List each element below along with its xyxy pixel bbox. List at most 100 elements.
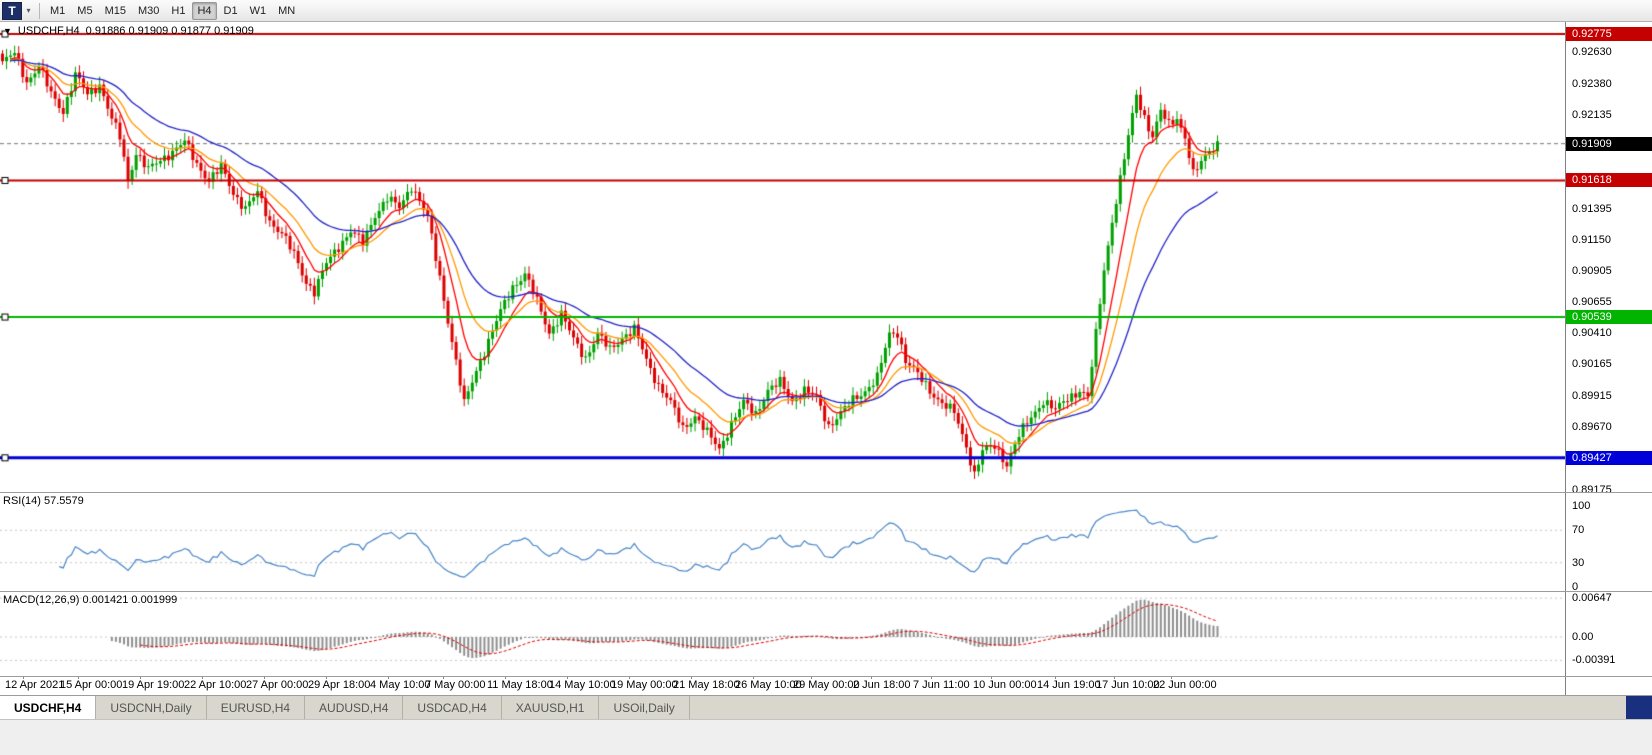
time-axis-label: 22 Apr 10:00: [184, 679, 247, 691]
rsi-scale-tick: 70: [1572, 524, 1585, 537]
level-price-label: 0.89427: [1566, 450, 1652, 465]
time-axis-label: 11 May 18:00: [487, 679, 553, 691]
time-axis-label: 29 Apr 18:00: [308, 679, 371, 691]
time-axis-tick: [505, 676, 506, 679]
price-tick: 0.92135: [1572, 109, 1612, 122]
time-axis-label: 4 May 10:00: [370, 679, 431, 691]
time-axis-tick: [753, 676, 754, 679]
price-tick: 0.89175: [1572, 483, 1612, 496]
chart-tab-xauusd[interactable]: XAUUSD,H1: [501, 696, 600, 719]
time-axis-label: 21 May 18:00: [673, 679, 740, 691]
time-axis-tick: [264, 676, 265, 679]
time-axis-label: 17 Jun 10:00: [1096, 679, 1160, 691]
time-axis-label: 10 Jun 00:00: [973, 679, 1037, 691]
time-axis-label: 12 Apr 2021: [5, 679, 65, 691]
price-tick: 0.92630: [1572, 46, 1612, 59]
time-axis-tick: [140, 676, 141, 679]
time-axis-label: 2 Jun 18:00: [853, 679, 911, 691]
time-axis-label: 19 May 00:00: [611, 679, 678, 691]
time-axis-label: 29 May 00:00: [793, 679, 860, 691]
timeframe-button-m30[interactable]: M30: [137, 4, 160, 17]
timeframe-buttons: M1 M5 M15 M30 H1 H4 D1 W1 MN: [45, 1, 300, 20]
chart-tab-usdcnh[interactable]: USDCNH,Daily: [96, 696, 207, 719]
chevron-down-icon[interactable]: ▾: [26, 6, 31, 15]
price-scale[interactable]: 0.92630 0.92380 0.92135 0.91395 0.91150 0.909…: [1565, 22, 1652, 695]
macd-scale-tick: -0.00391: [1572, 654, 1616, 667]
timeframe-button-m1[interactable]: M1: [50, 4, 66, 17]
rsi-scale-tick: 0: [1572, 581, 1579, 593]
time-axis-label: 19 Apr 19:00: [122, 679, 185, 691]
time-axis[interactable]: 12 Apr 2021 15 Apr 00:00 19 Apr 19:00 22 Ap…: [0, 676, 1565, 695]
price-tick: 0.90165: [1572, 358, 1612, 371]
macd-scale-tick: 0.00647: [1572, 592, 1612, 605]
level-price-label: 0.92775: [1566, 27, 1652, 42]
timeframe-button-w1[interactable]: W1: [249, 4, 267, 17]
time-axis-label: 7 May 00:00: [425, 679, 486, 691]
panel-divider[interactable]: [0, 492, 1652, 493]
current-price-label: 0.91909: [1566, 136, 1652, 151]
axis-divider: [0, 676, 1652, 677]
time-axis-tick: [78, 676, 79, 679]
ohlc-values: 0.91886 0.91909 0.91877 0.91909: [85, 25, 254, 37]
chart-tab-usdchf[interactable]: USDCHF,H4: [0, 696, 97, 719]
time-axis-tick: [1114, 676, 1115, 679]
level-price-label: 0.91618: [1566, 173, 1652, 188]
price-tick: 0.91150: [1572, 233, 1611, 246]
time-axis-tick: [23, 676, 24, 679]
time-axis-label: 7 Jun 11:00: [913, 679, 970, 691]
rsi-label: RSI(14) 57.5579: [3, 495, 84, 507]
price-tick: 0.89915: [1572, 390, 1612, 403]
time-axis-tick: [326, 676, 327, 679]
chart-tab-eurusd[interactable]: EURUSD,H4: [206, 696, 306, 719]
timeframe-button-h1[interactable]: H1: [171, 4, 186, 17]
symbol-marker-icon: ▼: [3, 26, 12, 36]
status-strip: [0, 719, 1652, 755]
toolbar-separator: [39, 2, 40, 19]
timeframe-button-mn[interactable]: MN: [278, 4, 296, 17]
timeframe-button-m5[interactable]: M5: [77, 4, 93, 17]
price-tick: 0.89670: [1572, 421, 1612, 434]
time-axis-tick: [202, 676, 203, 679]
level-price-label: 0.90539: [1566, 310, 1652, 325]
price-chart-canvas[interactable]: [0, 22, 1565, 676]
price-tick: 0.92380: [1572, 78, 1612, 91]
panel-divider[interactable]: [0, 591, 1652, 592]
time-axis-tick: [567, 676, 568, 679]
time-axis-label: 14 May 10:00: [549, 679, 616, 691]
time-axis-label: 15 Apr 00:00: [60, 679, 123, 691]
time-axis-tick: [871, 676, 872, 679]
time-axis-tick: [931, 676, 932, 679]
timeframe-toolbar: T ▾ M1 M5 M15 M30 H1 H4 D1 W1 MN: [0, 0, 1652, 22]
time-axis-tick: [629, 676, 630, 679]
time-axis-label: 27 Apr 00:00: [246, 679, 309, 691]
chart-tab-bar: USDCHF,H4 USDCNH,Daily EURUSD,H4 AUDUSD,H4 U…: [0, 695, 1652, 719]
ohlc-header: ▼ USDCHF,H4 0.91886 0.91909 0.91877 0.91…: [3, 25, 254, 38]
time-axis-label: 26 May 10:00: [735, 679, 802, 691]
time-axis-tick: [443, 676, 444, 679]
time-axis-tick: [691, 676, 692, 679]
price-tick: 0.90655: [1572, 296, 1612, 309]
macd-label: MACD(12,26,9) 0.001421 0.001999: [3, 594, 178, 606]
time-axis-tick: [388, 676, 389, 679]
time-axis-label: 22 Jun 00:00: [1153, 679, 1217, 691]
timeframe-button-d1[interactable]: D1: [223, 4, 238, 17]
chart-tab-audusd[interactable]: AUDUSD,H4: [305, 696, 404, 719]
macd-scale-tick: 0.00: [1572, 631, 1594, 643]
rsi-scale-tick: 30: [1572, 556, 1585, 569]
time-axis-tick: [811, 676, 812, 679]
price-tick: 0.90410: [1572, 327, 1612, 340]
time-axis-tick: [1171, 676, 1172, 679]
timeframe-button-m15[interactable]: M15: [104, 4, 126, 17]
price-tick: 0.91395: [1572, 202, 1612, 215]
time-axis-tick: [1055, 676, 1056, 679]
symbol-period-label: USDCHF,H4: [17, 25, 80, 37]
charts-toolbar-icon[interactable]: T: [2, 1, 22, 20]
time-axis-label: 14 Jun 19:00: [1037, 679, 1101, 691]
chart-tab-usdcad[interactable]: USDCAD,H4: [403, 696, 502, 719]
price-tick: 0.90905: [1572, 264, 1612, 277]
timeframe-button-h4[interactable]: H4: [192, 1, 217, 20]
chart-tab-usoil[interactable]: USOil,Daily: [599, 696, 690, 719]
rsi-scale-tick: 100: [1572, 500, 1591, 512]
time-axis-tick: [991, 676, 992, 679]
